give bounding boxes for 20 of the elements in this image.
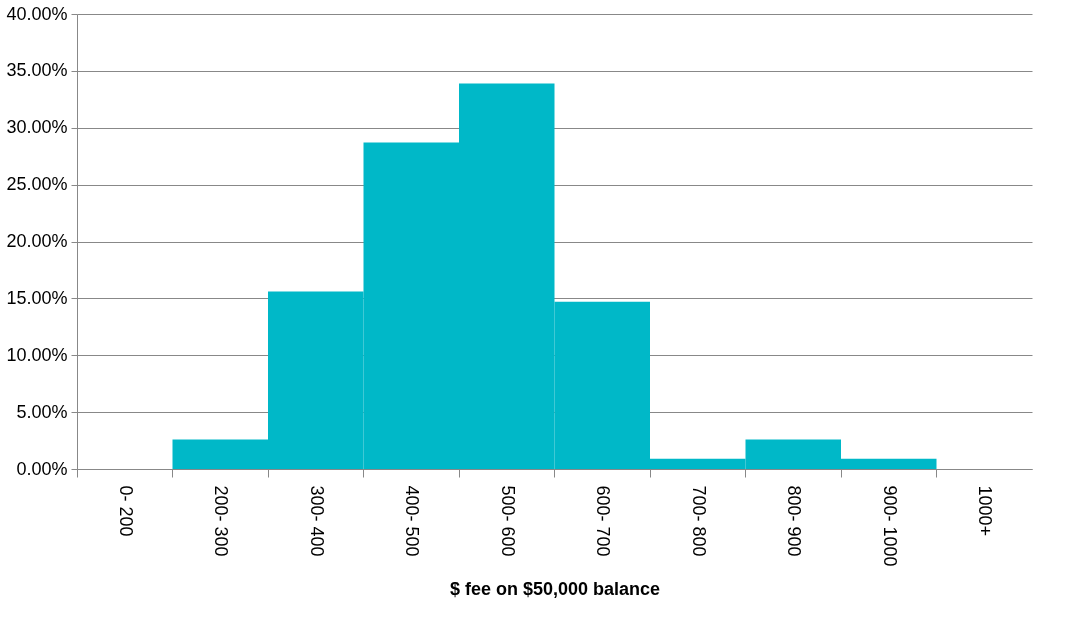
x-tick-label: 400- 500: [402, 485, 423, 557]
y-tick-label: 30.00%: [6, 117, 68, 138]
y-tick-label: 0.00%: [16, 458, 68, 479]
y-tick-label: 10.00%: [6, 344, 68, 365]
y-tick-label: 20.00%: [6, 231, 68, 251]
x-tick-label: 200- 300: [211, 485, 232, 557]
x-tick-label: 700- 800: [688, 485, 709, 557]
y-tick-label: 40.00%: [6, 3, 68, 24]
x-tick-label: 600- 700: [593, 485, 614, 557]
x-tick-label: 0- 200: [115, 485, 136, 537]
x-tick-label: 500- 600: [497, 485, 518, 557]
x-tick-label: 1000+: [975, 485, 996, 537]
x-tick-label: 800- 900: [784, 485, 805, 557]
y-tick-label: 15.00%: [6, 287, 68, 308]
y-tick-label: 35.00%: [6, 60, 68, 81]
x-tick-label: 300- 400: [306, 485, 327, 557]
y-tick-label: 25.00%: [6, 174, 68, 195]
y-tick-label: 5.00%: [16, 401, 68, 422]
x-axis-title: $ fee on $50,000 balance: [449, 578, 661, 599]
x-tick-label: 900- 1000: [879, 485, 900, 567]
